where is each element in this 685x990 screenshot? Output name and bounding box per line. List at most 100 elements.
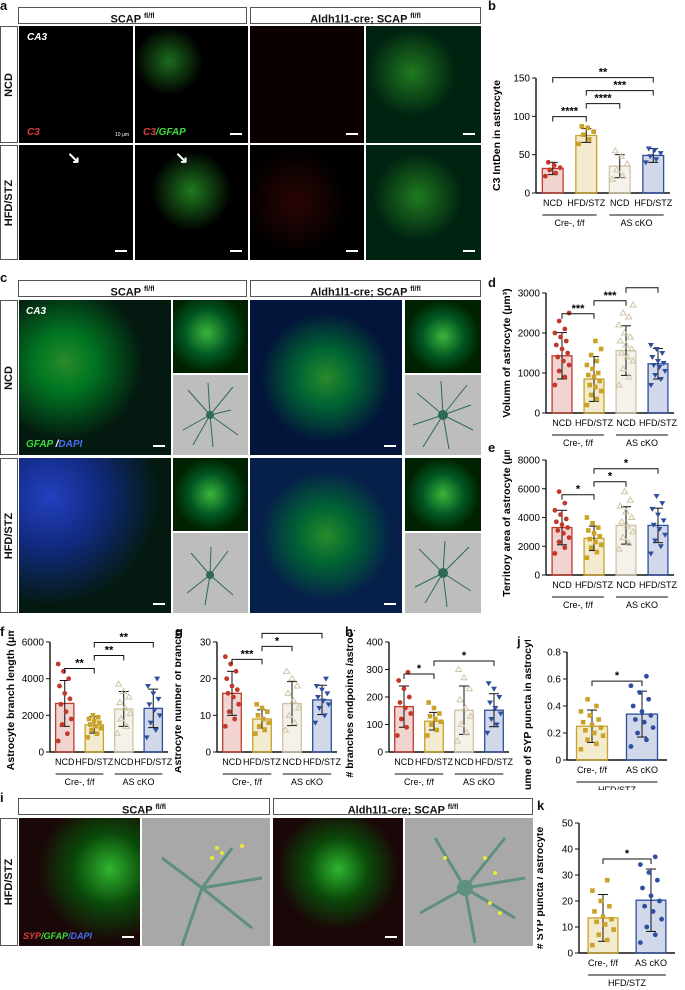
sig-bracket [403,673,435,679]
data-point [497,711,504,717]
data-point [591,129,596,134]
data-point [155,696,162,702]
sig-label: * [576,484,581,496]
data-point [147,720,154,726]
data-point [493,722,500,728]
sig-label: ** [288,630,297,634]
data-point [598,898,604,904]
astrocyte-render-icon [414,540,472,608]
data-point [644,737,649,743]
data-point [649,506,656,512]
y-tick-label: 20 [562,897,574,908]
chart-e: 0 2000 4000 6000 8000 Territory area of astro… [501,450,677,610]
data-point [655,359,661,364]
data-point [587,713,593,718]
data-point [627,345,636,352]
data-point [553,170,559,176]
data-point [651,148,658,154]
data-point [642,160,649,166]
image-a-hfd-c3-cko [250,145,364,260]
data-point [657,544,664,550]
data-point [285,711,294,718]
data-point [652,538,659,544]
panel-letter-k: k [537,798,545,813]
astrocyte-render-icon [161,844,263,946]
data-point [662,532,669,538]
sig-label: ** [105,645,114,657]
data-point [460,673,468,681]
data-point [656,527,663,532]
data-point [593,338,598,344]
data-point [556,539,562,545]
data-point [125,693,133,700]
x-tick-label: HFD/STZ [75,757,113,767]
data-point [222,654,228,660]
data-point [592,909,597,914]
data-point [565,350,571,356]
data-point [647,383,654,388]
sig-bracket [93,642,154,648]
data-point [484,730,491,736]
data-point [294,704,303,711]
y-tick-label: 200 [366,693,383,704]
x-tick-label: HFD/STZ [575,418,613,428]
data-point [290,718,299,726]
data-point [425,733,430,738]
y-tick-label: 6000 [518,484,541,495]
data-point [225,690,231,696]
y-tick-label: 0.2 [547,729,561,740]
data-point [657,377,664,382]
data-point [437,711,442,716]
data-point [594,358,600,364]
data-point [313,684,320,689]
sig-label: * [640,285,645,289]
y-tick-label: 400 [366,638,383,649]
y-tick-label: 4000 [22,674,45,685]
data-point [226,709,232,715]
data-point [648,713,654,718]
data-point [143,735,150,741]
data-point [146,702,153,708]
data-point [660,361,667,366]
data-point [426,700,431,705]
data-point [232,716,238,722]
image-c-ncd-zoom-cko [405,300,481,373]
image-c-ncd-render-ctrl [173,375,248,455]
data-point [485,681,492,687]
data-point [95,714,101,720]
data-point [626,496,635,503]
data-point [266,720,271,725]
data-point [659,351,666,356]
data-point [261,716,266,722]
data-point [62,690,68,696]
data-point [586,528,591,533]
group-label: AS cKO [463,777,495,787]
y-tick-label: 30 [562,871,574,882]
data-point [556,489,562,495]
sig-label: * [462,650,467,662]
y-tick-label: 100 [513,112,530,123]
y-tick-label: 1000 [518,369,541,380]
sig-bracket [593,481,627,487]
data-point [647,154,654,160]
x-tick-label: NCD [610,198,630,208]
data-point [587,536,593,542]
data-point [597,378,602,384]
y-tick-label: 0 [377,748,383,759]
sig-label: ** [599,67,608,79]
header-scap-a: SCAP fl/fl [18,7,247,26]
data-point [491,686,497,692]
data-point [288,674,296,682]
x-tick-label: HFD/STZ [639,580,677,590]
data-point [623,159,632,167]
data-point [647,551,654,557]
header-aldh-c: Aldh1l1-cre; SCAP fl/fl [250,280,481,299]
data-point [630,703,636,709]
data-point [590,366,595,372]
data-point [86,716,92,722]
data-point [619,365,628,372]
y-tick-label: 0 [567,949,573,960]
data-point [293,682,302,689]
data-point [93,724,98,729]
data-point [580,132,586,138]
